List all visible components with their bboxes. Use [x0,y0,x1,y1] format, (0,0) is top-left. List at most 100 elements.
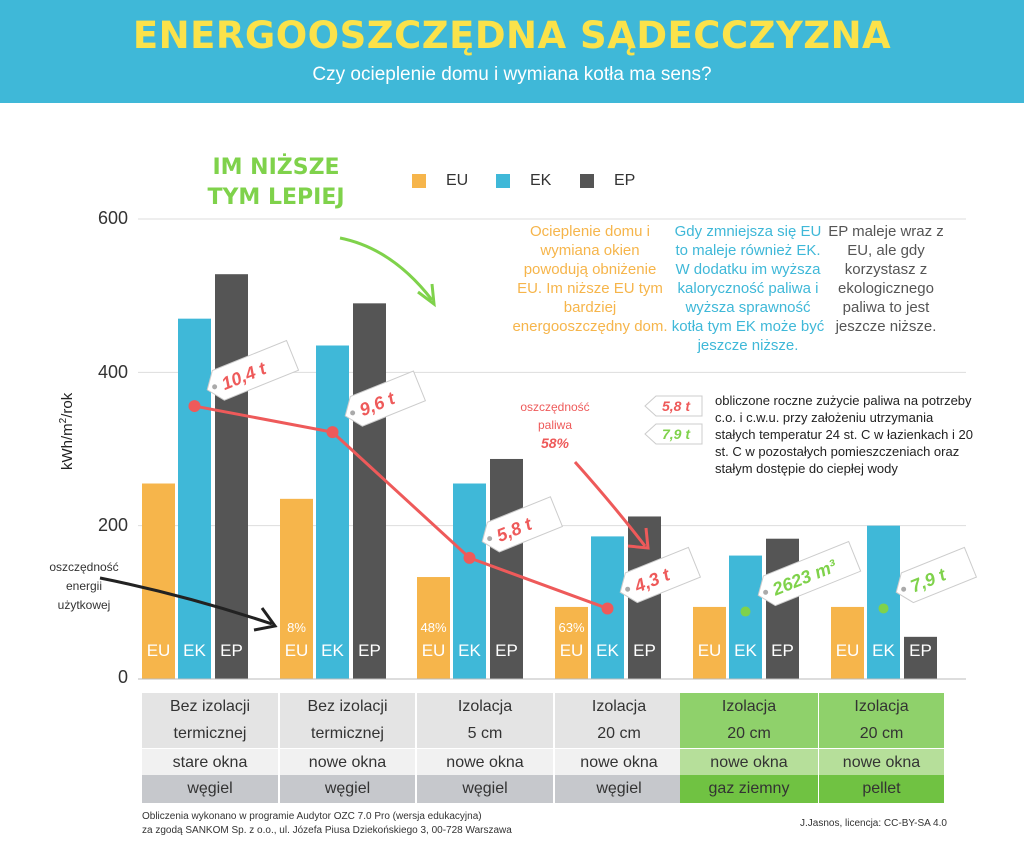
y-tick-600: 600 [98,208,129,228]
fuel-tag-hole-2 [350,410,356,416]
bar-eu-5 [693,606,726,679]
legend-item-ep: EP [580,172,635,190]
bar-label-ep-6: EP [909,641,932,660]
table-cell-r4-c6: pellet [819,775,944,803]
table-cell-r2-c4: 20 cm [555,720,683,748]
fuel-savings-line2: paliwa [537,418,573,432]
legend-label-eu: EU [446,172,469,189]
bar-label-ek-3: EK [458,641,481,660]
annotation-text: obliczone roczne zużycie paliwa na potrz… [715,393,973,476]
bar-label-eu-6: EU [836,641,860,660]
note-eu: Ocieplenie domu i wymiana okien powodują… [512,223,668,335]
bar-label-ep-3: EP [495,641,518,660]
bar-label-ep-2: EP [358,641,381,660]
legend-swatch-ep [580,174,594,188]
bar-eu-4 [555,606,588,679]
table-cell-r2-c3: 5 cm [417,720,553,748]
fuel-tag-hole-5 [763,589,769,595]
legend-swatch-ek [496,174,510,188]
legend-item-ek: EK [496,172,551,190]
bar-ep-6 [904,636,937,679]
fuel-point-6 [878,603,889,614]
y-tick-0: 0 [117,667,128,687]
fuel-point-3 [463,551,476,564]
bar-label-eu-5: EU [698,641,722,660]
eu-savings-percent-3: 48% [420,620,446,635]
eu-saving-line1: oszczędność [49,560,119,574]
bar-label-ek-2: EK [321,641,344,660]
bar-ek-5 [729,555,762,679]
fuel-tag-shape-1 [206,339,300,401]
savings-arrow [573,461,647,547]
legend-swatch-eu [412,174,426,188]
eu-saving-arrow-head [253,607,278,632]
table-cell-r2-c1: termicznej [142,720,278,748]
table-cell-r4-c1: węgiel [142,775,278,803]
slogan-arrow-head [417,283,436,308]
note-ep: EP maleje wraz z EU, ale gdy korzystasz … [828,223,944,335]
fuel-tag-hole-6 [901,586,907,592]
bar-label-ep-4: EP [633,641,656,660]
legend-item-eu: EU [412,172,468,190]
header-banner [0,0,1024,103]
fuel-tag-6: 7,9 t [895,546,978,604]
bar-ek-1 [178,318,211,679]
fuel-tag-3: 5,8 t [481,496,564,553]
eu-savings-percent-2: 8% [287,620,306,635]
table-cell-r1-c4: Izolacja [555,693,683,720]
eu-saving-line3: użytkowej [57,598,111,612]
bar-ep-1 [215,274,248,679]
fuel-point-1 [188,400,201,413]
slogan: IM NIŻSZE TYM LEPIEJ [196,153,356,213]
table-cell-r2-c2: termicznej [280,720,415,748]
fuel-tag-hole-1 [212,384,218,390]
table-cell-r4-c4: węgiel [555,775,683,803]
table-cell-r1-c1: Bez izolacji [142,693,278,720]
fuel-tag-shape-5 [757,540,862,607]
fuel-point-2 [326,426,339,439]
fuel-tag-shape-4 [619,546,702,604]
eu-saving-arrow [99,576,273,626]
bar-label-eu-1: EU [147,641,171,660]
bar-label-ek-1: EK [183,641,206,660]
annotation-tag-2 [644,423,703,445]
fuel-consumption-line [194,404,609,610]
bar-ek-6 [867,525,900,679]
fuel-tag-hole-3 [487,536,493,542]
fuel-tag-2: 9,6 t [344,370,427,427]
savings-arrow-head [627,527,650,550]
table-cell-r1-c3: Izolacja [417,693,553,720]
bar-label-ek-6: EK [872,641,895,660]
bar-ep-2 [353,303,386,679]
bar-label-ep-1: EP [220,641,243,660]
legend-label-ek: EK [530,172,552,189]
fuel-savings-label: oszczędność paliwa 58% [510,398,600,452]
table-cell-r1-c2: Bez izolacji [280,693,415,720]
legend-label-ep: EP [614,172,636,189]
table-cell-r3-c6: nowe okna [819,749,944,777]
table-cell-r3-c1: stare okna [142,749,278,777]
table-cell-r2-c6: 20 cm [819,720,944,748]
bar-eu-1 [142,483,175,679]
bar-ek-2 [316,345,349,679]
bar-eu-2 [280,498,313,679]
bar-label-ep-5: EP [771,641,794,660]
bar-label-eu-4: EU [560,641,584,660]
fuel-savings-percent: 58% [540,435,570,451]
fuel-point-4 [601,602,614,615]
eu-savings-percent-4: 63% [558,620,584,635]
fuel-tag-hole-4 [625,586,631,592]
fuel-tag-shape-2 [344,370,427,427]
table-cell-r4-c2: węgiel [280,775,415,803]
bar-ek-3 [453,483,486,679]
annotation-tag-value-1: 5,8 t [662,398,691,414]
eu-saving-line2: energii [65,579,103,593]
table-cell-r1-c6: Izolacja [819,693,944,720]
bar-eu-3 [417,577,450,679]
note-ek: Gdy zmniejsza się EU to maleje również E… [671,223,825,354]
bar-label-eu-3: EU [422,641,446,660]
footer-source-line1: Obliczenia wykonano w programie Audytor … [142,811,482,822]
slogan-line2: TYM LEPIEJ [207,185,345,210]
table-cell-r4-c5: gaz ziemny [680,775,818,803]
table-cell-r3-c2: nowe okna [280,749,415,777]
